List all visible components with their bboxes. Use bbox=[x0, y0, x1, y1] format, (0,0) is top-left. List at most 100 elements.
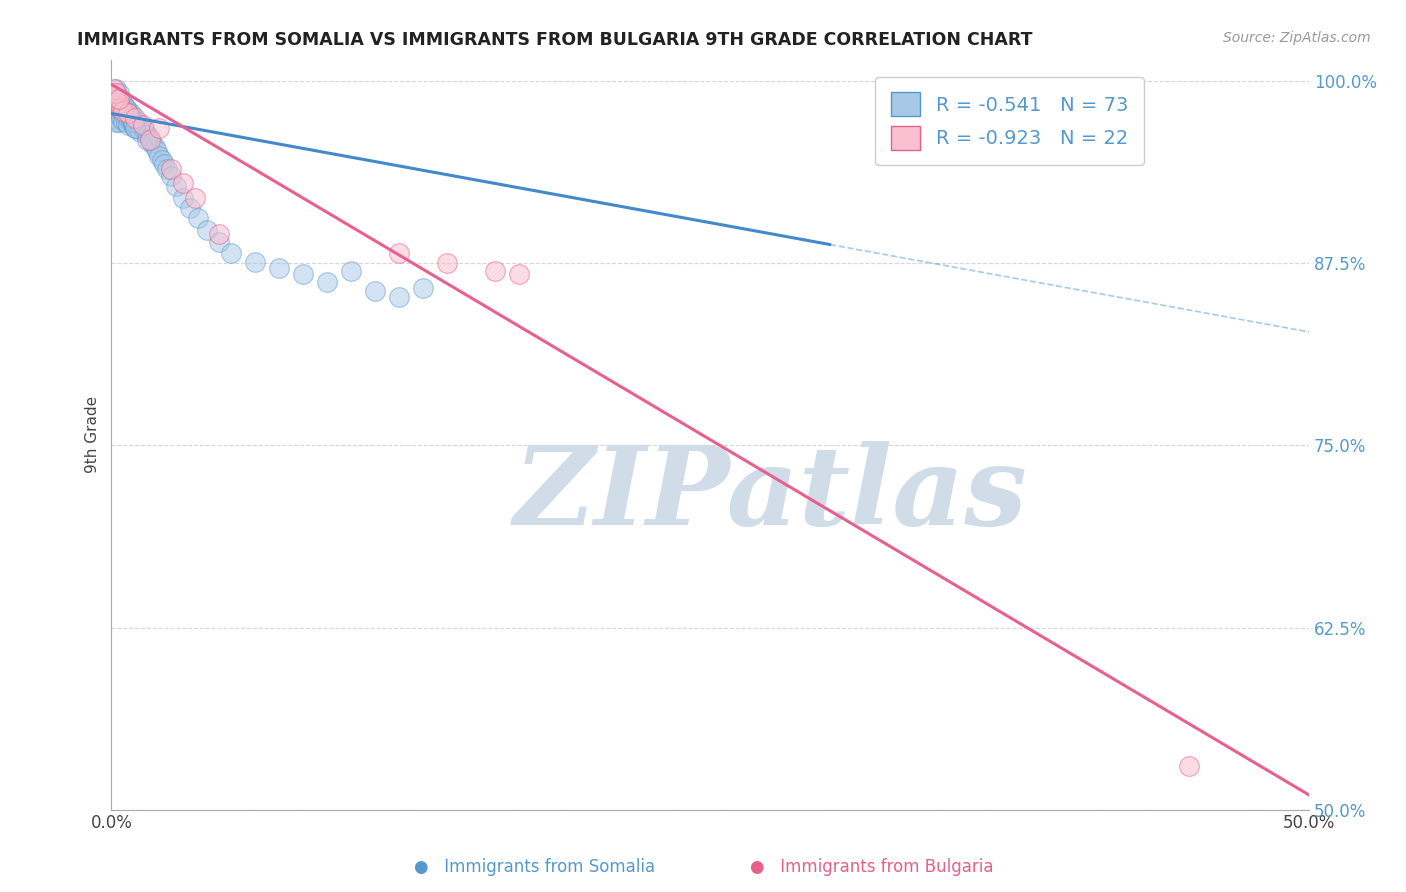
Point bbox=[110, 101, 132, 115]
Point bbox=[105, 86, 128, 100]
Point bbox=[388, 290, 411, 304]
Point bbox=[508, 267, 530, 281]
Point bbox=[160, 169, 183, 183]
Point bbox=[208, 235, 231, 249]
Point bbox=[103, 101, 125, 115]
Point bbox=[155, 161, 177, 176]
Point bbox=[105, 115, 128, 129]
Point bbox=[105, 92, 128, 106]
Point bbox=[110, 111, 132, 125]
Text: ●   Immigrants from Bulgaria: ● Immigrants from Bulgaria bbox=[749, 858, 994, 876]
Point bbox=[103, 81, 125, 95]
Point bbox=[184, 191, 207, 205]
Point bbox=[436, 256, 458, 270]
Point bbox=[292, 267, 315, 281]
Point bbox=[117, 103, 139, 118]
Point bbox=[120, 111, 142, 125]
Point bbox=[120, 106, 142, 120]
Point bbox=[107, 106, 129, 120]
Point bbox=[316, 276, 339, 290]
Point bbox=[148, 121, 170, 136]
Point bbox=[117, 118, 139, 132]
Point bbox=[1178, 759, 1201, 773]
Point bbox=[124, 121, 146, 136]
Point bbox=[105, 106, 128, 120]
Point bbox=[124, 111, 146, 125]
Point bbox=[208, 227, 231, 242]
Point bbox=[340, 264, 363, 278]
Point bbox=[107, 115, 129, 129]
Point bbox=[110, 92, 132, 106]
Point bbox=[124, 121, 146, 136]
Text: IMMIGRANTS FROM SOMALIA VS IMMIGRANTS FROM BULGARIA 9TH GRADE CORRELATION CHART: IMMIGRANTS FROM SOMALIA VS IMMIGRANTS FR… bbox=[77, 31, 1033, 49]
Point bbox=[364, 284, 387, 298]
Point bbox=[150, 153, 173, 167]
Point bbox=[105, 96, 128, 111]
Point bbox=[117, 111, 139, 125]
Point bbox=[138, 133, 160, 147]
Point bbox=[172, 177, 194, 191]
Point bbox=[148, 149, 170, 163]
Point bbox=[107, 92, 129, 106]
Text: ●   Immigrants from Somalia: ● Immigrants from Somalia bbox=[413, 858, 655, 876]
Point bbox=[103, 96, 125, 111]
Point bbox=[105, 89, 128, 103]
Point bbox=[107, 92, 129, 106]
Point bbox=[112, 106, 135, 120]
Point bbox=[105, 101, 128, 115]
Text: Source: ZipAtlas.com: Source: ZipAtlas.com bbox=[1223, 31, 1371, 45]
Point bbox=[107, 86, 129, 100]
Point bbox=[219, 246, 242, 260]
Point bbox=[112, 113, 135, 128]
Point bbox=[136, 128, 159, 143]
Point bbox=[138, 131, 160, 145]
Point bbox=[127, 122, 149, 136]
Point bbox=[110, 96, 132, 111]
Point bbox=[484, 264, 506, 278]
Point bbox=[129, 125, 152, 139]
Point bbox=[103, 106, 125, 120]
Point bbox=[103, 89, 125, 103]
Legend: R = -0.541   N = 73, R = -0.923   N = 22: R = -0.541 N = 73, R = -0.923 N = 22 bbox=[876, 77, 1143, 165]
Point bbox=[122, 111, 145, 125]
Point bbox=[388, 246, 411, 260]
Y-axis label: 9th Grade: 9th Grade bbox=[86, 396, 100, 473]
Point bbox=[122, 118, 145, 132]
Point bbox=[172, 191, 194, 205]
Point bbox=[131, 121, 153, 136]
Point bbox=[243, 255, 266, 269]
Point bbox=[143, 140, 166, 154]
Point bbox=[107, 99, 129, 113]
Point bbox=[103, 89, 125, 103]
Point bbox=[117, 106, 139, 120]
Point bbox=[179, 201, 201, 215]
Point bbox=[195, 223, 218, 237]
Point bbox=[110, 103, 132, 118]
Point bbox=[114, 101, 136, 115]
Point bbox=[112, 96, 135, 111]
Text: ZIPatlas: ZIPatlas bbox=[513, 441, 1026, 549]
Point bbox=[105, 81, 128, 95]
Point bbox=[103, 111, 125, 125]
Point bbox=[112, 103, 135, 118]
Point bbox=[120, 113, 142, 128]
Point bbox=[112, 99, 135, 113]
Point bbox=[160, 161, 183, 176]
Point bbox=[124, 113, 146, 128]
Point bbox=[117, 106, 139, 120]
Point bbox=[141, 136, 163, 150]
Point bbox=[114, 115, 136, 129]
Point bbox=[129, 118, 152, 132]
Point bbox=[114, 108, 136, 122]
Point bbox=[134, 124, 156, 138]
Point bbox=[146, 145, 169, 159]
Point bbox=[127, 115, 149, 129]
Point bbox=[107, 96, 129, 111]
Point bbox=[136, 133, 159, 147]
Point bbox=[412, 281, 434, 295]
Point bbox=[165, 179, 187, 194]
Point bbox=[131, 118, 153, 132]
Point bbox=[114, 101, 136, 115]
Point bbox=[187, 211, 209, 226]
Point bbox=[122, 115, 145, 129]
